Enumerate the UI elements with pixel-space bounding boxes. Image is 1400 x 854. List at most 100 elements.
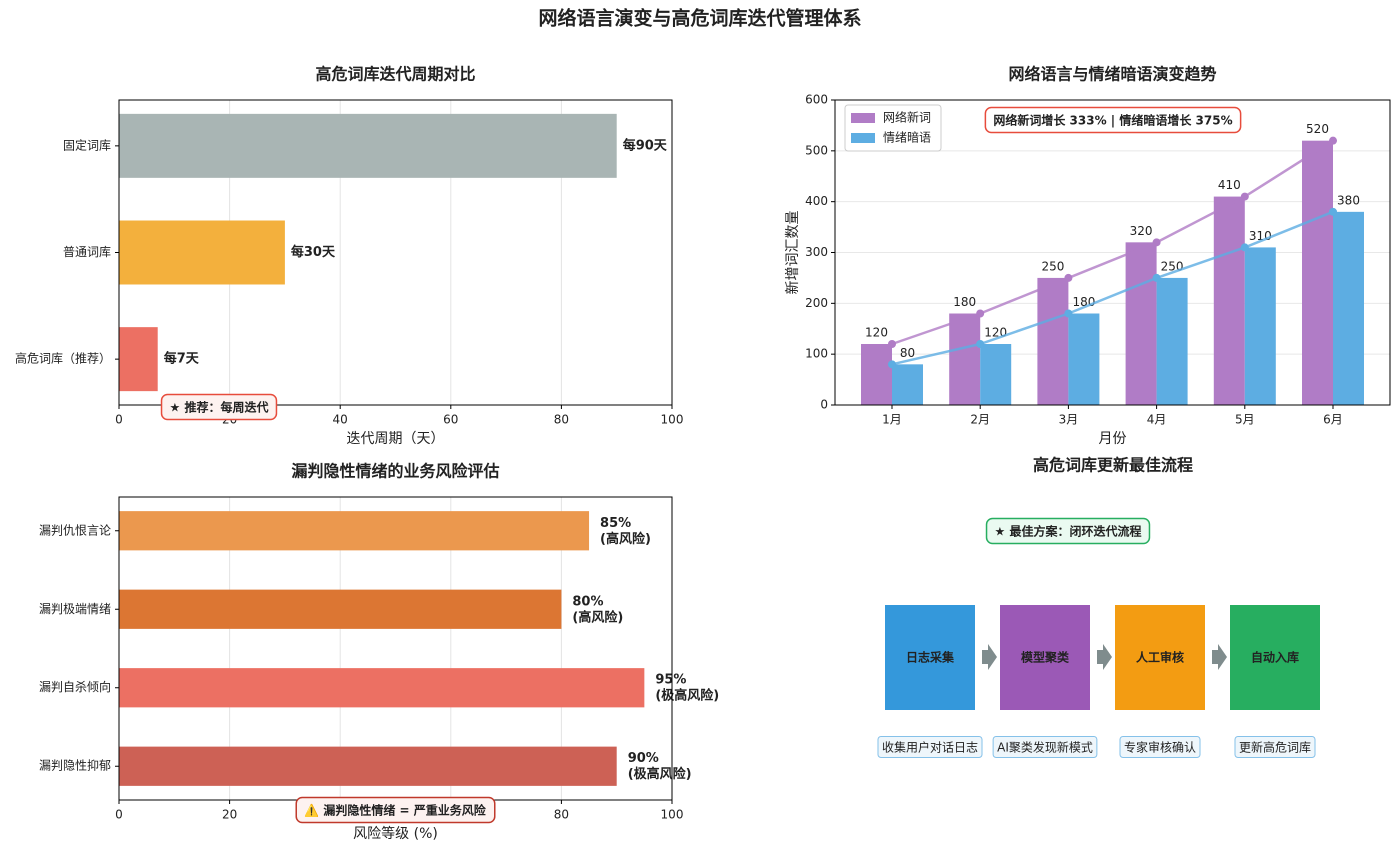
x-tick-label: 0 — [115, 413, 123, 427]
trend-line — [891, 139, 1334, 346]
value-label: 120 — [865, 326, 888, 340]
x-tick-label: 3月 — [1059, 413, 1079, 427]
trend-point — [976, 340, 985, 348]
bar — [119, 589, 562, 629]
step-desc-text: AI聚类发现新模式 — [997, 740, 1093, 755]
y-tick-label: 普通词库 — [63, 244, 111, 259]
step-desc: 收集用户对话日志 — [877, 736, 983, 758]
trend-point — [1152, 238, 1161, 247]
bar — [1068, 313, 1100, 405]
y-tick-label: 400 — [805, 194, 828, 208]
annotation: ★ 推荐：每周迭代 — [160, 393, 278, 421]
bar — [892, 364, 923, 405]
bar — [1156, 277, 1188, 405]
y-tick-label: 600 — [805, 93, 828, 107]
plot-frame — [834, 99, 1391, 406]
trend-point — [1240, 192, 1249, 201]
y-tick-label: 300 — [805, 245, 828, 259]
bar — [119, 327, 158, 392]
annotation-text: 网络新词增长 333% | 情绪暗语增长 375% — [993, 113, 1232, 128]
x-tick-label: 1月 — [882, 413, 902, 427]
x-tick-label: 20 — [222, 808, 237, 822]
x-axis-label: 迭代周期（天） — [347, 431, 445, 447]
step-desc-text: 更新高危词库 — [1239, 740, 1311, 755]
value-label-line: (高风险) — [572, 609, 623, 625]
y-tick-label: 漏判仇恨言论 — [39, 523, 111, 537]
trend-point — [888, 340, 896, 348]
step-desc-box — [992, 736, 1098, 758]
y-tick-label: 漏判极端情绪 — [39, 602, 111, 616]
step-label: 人工审核 — [1136, 650, 1184, 665]
x-tick-label: 2月 — [970, 413, 990, 427]
bar — [861, 344, 892, 405]
annotation: 网络新词增长 333% | 情绪暗语增长 375% — [984, 106, 1242, 134]
value-label-line: 85% — [600, 515, 631, 530]
step-desc: AI聚类发现新模式 — [992, 736, 1098, 758]
trend-line — [891, 210, 1334, 366]
y-tick-label: 100 — [805, 347, 828, 361]
step-desc-box — [1234, 736, 1316, 758]
y-tick-label: 漏判隐性抑郁 — [39, 758, 111, 773]
value-label: 380 — [1337, 193, 1360, 207]
value-label-line: (高风险) — [600, 530, 651, 546]
bar — [949, 313, 981, 405]
bar — [119, 220, 285, 285]
value-label-line: (极高风险) — [655, 687, 719, 703]
annotation-text: ★ 推荐：每周迭代 — [170, 400, 269, 415]
step-desc-box — [1119, 736, 1201, 758]
trend-point — [1152, 273, 1161, 282]
trend-point — [1240, 243, 1249, 252]
trend-point — [1329, 207, 1337, 216]
x-tick-label: 60 — [443, 413, 458, 427]
step-desc-text: 专家审核确认 — [1124, 740, 1196, 755]
trend-point — [1064, 273, 1073, 282]
step-desc: 更新高危词库 — [1234, 736, 1316, 758]
value-label: 80% (高风险) — [572, 594, 623, 625]
bar — [1333, 211, 1364, 405]
step-box — [1230, 605, 1320, 710]
x-tick-label: 4月 — [1147, 413, 1167, 427]
flow-arrow — [1212, 644, 1227, 670]
trend-point — [1064, 309, 1073, 318]
chart-title: 网络语言与情绪暗语演变趋势 — [1008, 65, 1216, 84]
y-tick-label: 500 — [805, 143, 828, 157]
chart-title: 高危词库迭代周期对比 — [315, 65, 475, 84]
step-label: 日志采集 — [906, 650, 955, 665]
value-label: 每90天 — [623, 137, 668, 153]
x-tick-label: 80 — [554, 808, 569, 822]
annotation: ⚠️ 漏判隐性情绪 = 严重业务风险 — [295, 796, 496, 824]
plot-frame — [118, 99, 673, 406]
x-tick-label: 80 — [554, 413, 569, 427]
bar — [980, 344, 1012, 405]
x-tick-label: 100 — [661, 808, 684, 822]
value-label: 320 — [1130, 224, 1153, 238]
x-axis-label: 月份 — [1099, 431, 1127, 447]
annotation: ★ 最佳方案：闭环迭代流程 — [985, 517, 1151, 545]
main-title: 网络语言演变与高危词库迭代管理体系 — [538, 7, 861, 30]
step-box — [1000, 605, 1090, 710]
value-label: 250 — [1041, 259, 1064, 273]
flow-arrow — [1097, 644, 1112, 670]
annotation-box — [295, 796, 496, 824]
y-tick-label: 固定词库 — [63, 137, 111, 152]
x-tick-label: 5月 — [1235, 413, 1255, 427]
value-label: 90% (极高风险) — [628, 751, 692, 782]
step-desc-text: 收集用户对话日志 — [882, 740, 978, 755]
value-label: 85% (高风险) — [600, 515, 651, 546]
step-box — [1115, 605, 1205, 710]
bar — [119, 113, 617, 178]
trend-point — [888, 360, 896, 369]
step-label: 模型聚类 — [1021, 650, 1070, 665]
y-axis-label: 新增词汇数量 — [785, 211, 801, 295]
y-tick-label: 高危词库（推荐） — [15, 351, 111, 366]
step-desc: 专家审核确认 — [1119, 736, 1201, 758]
step-label: 自动入库 — [1251, 650, 1299, 665]
bar — [1125, 242, 1157, 405]
annotation-box — [984, 106, 1242, 134]
flow-arrow — [982, 644, 997, 670]
bar — [1037, 277, 1069, 405]
bar — [119, 511, 590, 551]
value-label: 每30天 — [291, 244, 336, 260]
annotation-text: ★ 最佳方案：闭环迭代流程 — [995, 524, 1142, 539]
